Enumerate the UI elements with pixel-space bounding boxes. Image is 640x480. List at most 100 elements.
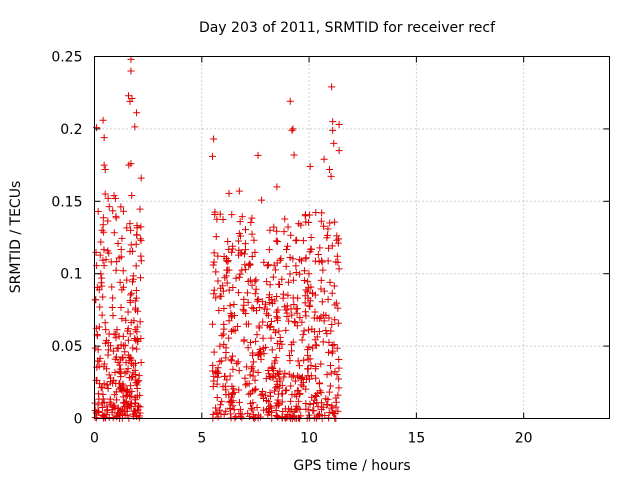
data-point [334, 239, 342, 247]
data-point [296, 405, 304, 413]
data-point [284, 278, 292, 286]
data-point [113, 413, 121, 421]
data-point [312, 391, 320, 399]
data-point [122, 359, 130, 367]
x-tick-label: 10 [300, 431, 318, 447]
data-point [127, 359, 135, 367]
data-point [105, 249, 113, 257]
data-point [290, 151, 298, 159]
plot-frame [94, 56, 610, 419]
data-point [302, 218, 310, 226]
data-point [124, 336, 132, 344]
data-point [333, 371, 341, 379]
data-point [117, 203, 125, 211]
data-point [137, 358, 145, 366]
data-point [131, 123, 139, 131]
data-point [96, 251, 104, 259]
data-point [244, 344, 252, 352]
data-point [322, 326, 330, 334]
data-point [113, 344, 121, 352]
data-point [284, 223, 292, 231]
x-tick-label: 5 [197, 431, 206, 447]
data-point [117, 245, 125, 253]
data-point [220, 411, 228, 419]
data-point [249, 358, 257, 366]
data-point [302, 211, 310, 219]
data-point [134, 378, 142, 386]
data-point [104, 194, 112, 202]
data-point [106, 342, 114, 350]
data-point [213, 369, 221, 377]
data-point [225, 286, 233, 294]
data-point [99, 221, 107, 229]
data-point [266, 402, 274, 410]
data-point [310, 328, 318, 336]
data-point [106, 378, 114, 386]
data-point [99, 293, 107, 301]
data-point [266, 299, 274, 307]
data-point [334, 319, 342, 327]
data-point [96, 354, 104, 362]
data-point [248, 214, 256, 222]
data-point [263, 406, 271, 414]
data-point [324, 295, 332, 303]
data-point [288, 373, 296, 381]
data-point [260, 258, 268, 266]
data-point [292, 269, 300, 277]
data-point [221, 274, 229, 282]
data-point [271, 357, 279, 365]
data-point [229, 365, 237, 373]
data-point [137, 274, 145, 282]
data-point [222, 354, 230, 362]
data-point [259, 344, 267, 352]
data-point [116, 385, 124, 393]
data-point [113, 326, 121, 334]
data-point [278, 340, 286, 348]
data-point [267, 392, 275, 400]
data-point [302, 286, 310, 294]
data-point [276, 367, 284, 375]
data-point [325, 165, 333, 173]
data-point [136, 318, 144, 326]
data-point [229, 283, 237, 291]
data-point [305, 270, 313, 278]
data-point [99, 116, 107, 124]
data-point [114, 239, 122, 247]
data-point [302, 312, 310, 320]
data-point [126, 402, 134, 410]
data-point [233, 360, 241, 368]
data-point [100, 262, 108, 270]
data-point [283, 312, 291, 320]
data-point [234, 323, 242, 331]
data-point [110, 192, 118, 200]
data-point [92, 409, 100, 417]
data-point [228, 211, 236, 219]
data-point [251, 290, 259, 298]
data-point [228, 248, 236, 256]
data-point [127, 241, 135, 249]
data-point [111, 355, 119, 363]
data-point [210, 135, 218, 143]
data-point [267, 334, 275, 342]
data-point [132, 262, 140, 270]
data-point [129, 344, 137, 352]
data-point [319, 266, 327, 274]
data-point [300, 277, 308, 285]
data-point [273, 380, 281, 388]
data-point [293, 236, 301, 244]
data-point [100, 161, 108, 169]
data-point [293, 309, 301, 317]
data-point [108, 303, 116, 311]
data-point [243, 380, 251, 388]
data-point [335, 121, 343, 129]
data-point [235, 273, 243, 281]
data-point [222, 386, 230, 394]
data-point [270, 261, 278, 269]
data-point [327, 369, 335, 377]
data-point [325, 409, 333, 417]
data-point [297, 381, 305, 389]
data-point [266, 281, 274, 289]
data-point [105, 371, 113, 379]
data-point [331, 218, 339, 226]
data-point [127, 291, 135, 299]
